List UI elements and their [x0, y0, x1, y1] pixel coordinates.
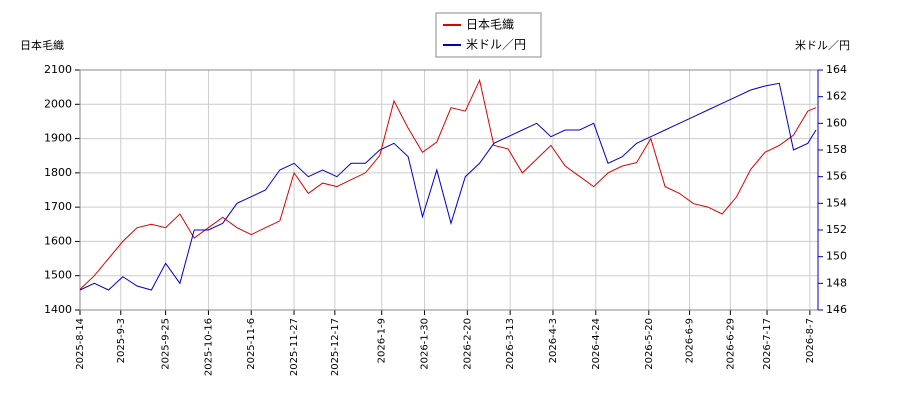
y2-tick-label: 148	[826, 276, 847, 289]
y2-tick-label: 152	[826, 223, 847, 236]
x-tick-label: 2026-3-13	[505, 318, 516, 370]
x-tick-label: 2025-11-6	[246, 318, 257, 370]
y-tick-label: 1500	[44, 269, 72, 282]
x-tick-label: 2025-8-14	[75, 318, 86, 370]
x-tick-label: 2026-4-3	[548, 318, 559, 363]
y2-tick-label: 150	[826, 250, 847, 263]
plot-frame	[79, 69, 819, 311]
y2-tick-label: 154	[826, 196, 847, 209]
y-tick-label: 2100	[44, 63, 72, 76]
series-line	[79, 78, 817, 290]
y-tick-label: 1900	[44, 132, 72, 145]
y2-tick-label: 146	[826, 303, 847, 316]
y2-tick-label: 156	[826, 170, 847, 183]
y-tick-label: 1400	[44, 303, 72, 316]
y2-tick-label: 162	[826, 90, 847, 103]
legend-box	[435, 12, 542, 58]
x-tick-label: 2026-5-20	[644, 318, 655, 370]
x-tick-label: 2025-9-25	[161, 318, 172, 370]
x-tick-label: 2026-4-24	[591, 318, 602, 370]
x-tick-label: 2026-2-20	[462, 318, 473, 370]
y2-axis-title: 米ドル／円	[795, 39, 850, 52]
x-tick-label: 2025-10-16	[203, 318, 214, 376]
x-tick-label: 2026-6-9	[685, 318, 696, 363]
y2-tick-label: 158	[826, 143, 847, 156]
legend-label: 日本毛織	[466, 18, 514, 32]
y-tick-label: 1600	[44, 234, 72, 247]
y2-tick-label: 160	[826, 116, 847, 129]
x-tick-label: 2026-1-30	[420, 318, 431, 370]
legend-label: 米ドル／円	[466, 38, 526, 52]
y-tick-label: 1700	[44, 200, 72, 213]
x-tick-label: 2026-8-7	[805, 318, 816, 363]
y2-tick-label: 164	[826, 63, 847, 76]
y-tick-label: 2000	[44, 97, 72, 110]
x-tick-label: 2026-1-9	[377, 318, 388, 363]
x-tick-label: 2025-11-27	[289, 318, 300, 376]
y-tick-label: 1800	[44, 166, 72, 179]
x-tick-label: 2026-6-29	[725, 318, 736, 370]
x-tick-label: 2026-7-17	[762, 318, 773, 370]
x-tick-label: 2025-9-3	[116, 318, 127, 363]
series-line	[79, 82, 817, 291]
x-tick-label: 2025-12-17	[330, 318, 341, 376]
y-axis-title: 日本毛織	[20, 38, 64, 52]
